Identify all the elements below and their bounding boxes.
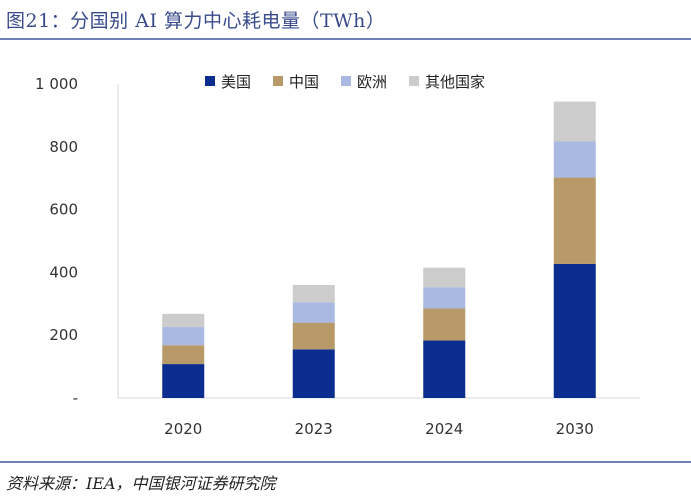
legend-label: 中国	[289, 73, 319, 91]
x-tick-label: 2020	[164, 420, 202, 438]
x-tick-label: 2030	[556, 420, 594, 438]
x-tick-label: 2024	[425, 420, 463, 438]
legend-swatch-s3	[409, 76, 419, 86]
bar-segment-2023-s0	[292, 349, 335, 398]
source-note: 资料来源：IEA，中国银河证券研究院	[6, 474, 276, 493]
figure-title: 图21：分国别 AI 算力中心耗电量（TWh）	[6, 10, 386, 32]
bar-segment-2023-s2	[292, 302, 335, 323]
legend-swatch-s1	[273, 76, 283, 86]
y-tick-label: 200	[49, 326, 78, 344]
bar-segment-2020-s2	[162, 327, 205, 346]
title-divider	[0, 38, 691, 40]
bar-segment-2024-s3	[423, 267, 466, 288]
y-tick-label: 800	[49, 138, 78, 156]
y-tick-label: 1 000	[35, 75, 78, 93]
bar-segment-2020-s1	[162, 345, 205, 365]
legend-swatch-s2	[341, 76, 351, 86]
bar-segment-2020-s3	[162, 313, 205, 328]
y-tick-label: -	[73, 389, 78, 407]
bar-segment-2024-s2	[423, 287, 466, 309]
bar-segment-2030-s1	[553, 177, 596, 264]
bar-segment-2030-s0	[553, 263, 596, 398]
legend-label: 其他国家	[425, 73, 485, 91]
bar-segment-2030-s3	[553, 101, 596, 142]
bar-segment-2030-s2	[553, 141, 596, 178]
y-tick-label: 400	[49, 263, 78, 281]
source-divider	[0, 461, 691, 463]
bar-segment-2024-s1	[423, 308, 466, 341]
legend-label: 美国	[221, 73, 251, 91]
legend-label: 欧洲	[357, 73, 387, 91]
x-tick-label: 2023	[295, 420, 333, 438]
y-tick-label: 600	[49, 201, 78, 219]
bar-segment-2023-s3	[292, 284, 335, 303]
bar-segment-2024-s0	[423, 340, 466, 398]
legend-swatch-s0	[205, 76, 215, 86]
bar-segment-2023-s1	[292, 322, 335, 350]
bar-segment-2020-s0	[162, 364, 205, 398]
